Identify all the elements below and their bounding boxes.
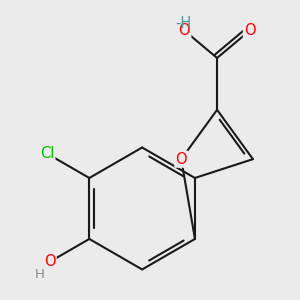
Text: O: O	[244, 23, 256, 38]
Text: O: O	[176, 152, 187, 166]
Text: Cl: Cl	[40, 146, 54, 161]
Text: H: H	[35, 268, 45, 281]
Text: O: O	[44, 254, 56, 269]
Text: -H: -H	[176, 16, 192, 31]
Text: O: O	[178, 23, 190, 38]
